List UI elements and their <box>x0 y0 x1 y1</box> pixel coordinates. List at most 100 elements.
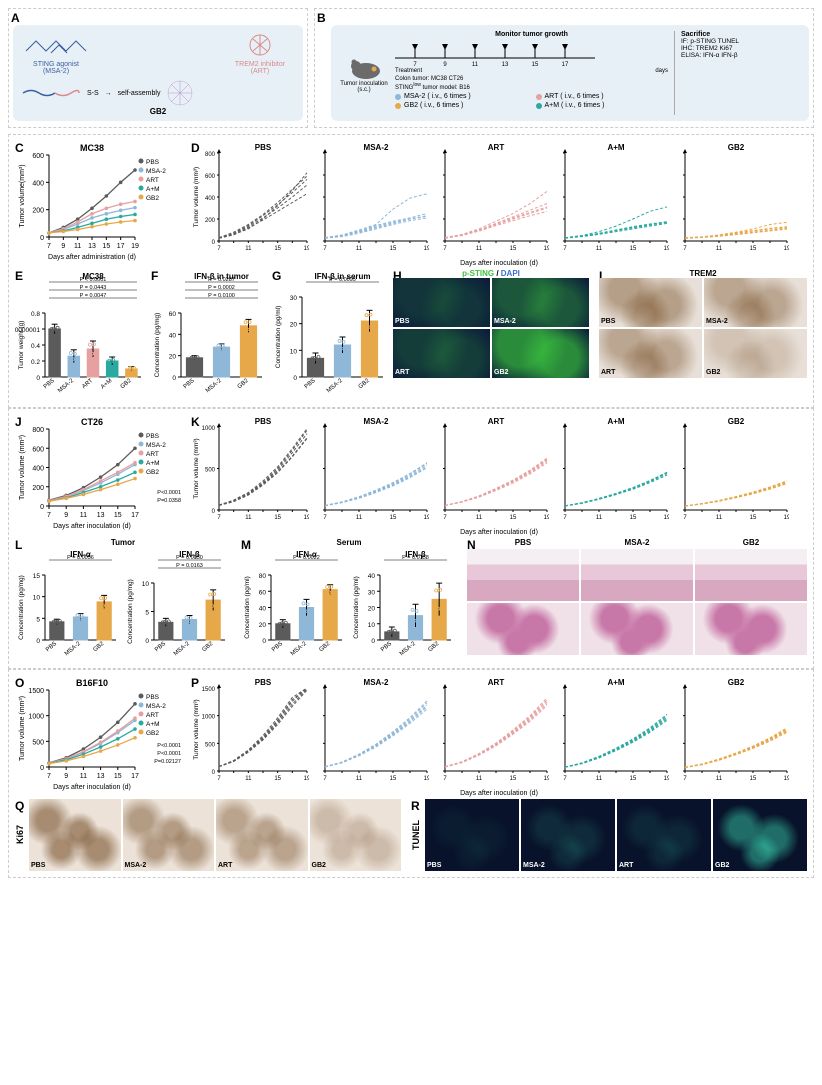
svg-text:0: 0 <box>262 638 266 645</box>
svg-text:7: 7 <box>563 515 567 521</box>
mc38-section: C MC380200400600791113151719Days after a… <box>8 134 814 408</box>
linker-icon <box>21 86 81 100</box>
svg-text:MSA-2: MSA-2 <box>364 143 389 152</box>
svg-text:A+M: A+M <box>607 417 624 426</box>
svg-text:15: 15 <box>750 776 757 782</box>
svg-text:10: 10 <box>33 595 41 602</box>
svg-text:19: 19 <box>304 776 309 782</box>
panel-f: F IFN-β in tumor0204060PBSMSA-2GB2Concen… <box>149 267 264 403</box>
panel-label-b: B <box>317 11 326 25</box>
svg-text:1000: 1000 <box>202 426 216 432</box>
svg-text:7: 7 <box>443 246 447 252</box>
svg-text:GB2: GB2 <box>427 641 441 654</box>
treatment-legend-item: ART ( i.v., 6 times ) <box>536 93 669 100</box>
panel-label-k: K <box>191 415 200 429</box>
svg-text:40: 40 <box>368 573 376 580</box>
svg-text:400: 400 <box>205 196 216 202</box>
svg-text:40: 40 <box>169 332 177 339</box>
panel-o: O B16F100500100015007911131517Days after… <box>13 674 183 795</box>
svg-text:0: 0 <box>40 765 44 772</box>
svg-text:15: 15 <box>532 62 539 66</box>
tunel-micrograph: ART <box>617 799 711 871</box>
svg-text:MSA-2: MSA-2 <box>64 641 82 658</box>
svg-text:0.2: 0.2 <box>31 359 40 366</box>
svg-text:800: 800 <box>32 427 44 434</box>
tunel-micrograph: PBS <box>425 799 519 871</box>
svg-text:19: 19 <box>664 246 669 252</box>
svg-text:CT26: CT26 <box>81 417 103 427</box>
svg-text:0: 0 <box>40 235 44 242</box>
svg-text:13: 13 <box>502 62 509 66</box>
panel-p: P PBS0500100015007111519Tumor volume (mm… <box>189 674 809 795</box>
panel-b: B Tumor inoculation (s.c.) Monitor tumor… <box>314 8 814 128</box>
svg-text:PBS: PBS <box>183 378 196 390</box>
svg-text:15: 15 <box>510 776 517 782</box>
svg-text:500: 500 <box>205 468 216 474</box>
svg-text:15: 15 <box>630 515 637 521</box>
svg-text:7: 7 <box>47 512 51 519</box>
svg-text:Concentration (pg/ml): Concentration (pg/ml) <box>353 576 360 639</box>
panel-n: N PBSMSA-2GB2 <box>465 536 809 664</box>
panel-label-c: C <box>15 141 24 155</box>
panel-q: Q Ki67 PBSMSA-2ARTGB2 <box>13 797 403 873</box>
svg-text:0: 0 <box>293 375 297 382</box>
svg-text:0: 0 <box>145 638 149 645</box>
svg-text:MSA-2: MSA-2 <box>205 378 223 395</box>
svg-text:A+M: A+M <box>607 678 624 687</box>
readout-item: IHC: TREM2 Ki67 <box>681 45 801 52</box>
svg-text:0: 0 <box>371 638 375 645</box>
svg-text:MSA-2: MSA-2 <box>146 703 166 710</box>
svg-text:20: 20 <box>368 606 376 613</box>
svg-text:0: 0 <box>40 504 44 511</box>
svg-text:MSA-2: MSA-2 <box>364 678 389 687</box>
panel-label-d: D <box>191 141 200 155</box>
svg-text:Concentration (pg/ml): Concentration (pg/ml) <box>275 306 282 369</box>
tunel-micrograph: GB2 <box>713 799 807 871</box>
svg-text:15: 15 <box>114 512 122 519</box>
he-micrograph <box>581 603 693 655</box>
ct26-section: J CT2602004006008007911131517Days after … <box>8 408 814 669</box>
svg-text:A+M: A+M <box>146 186 160 193</box>
svg-text:ART: ART <box>146 712 159 719</box>
svg-text:GB2: GB2 <box>201 641 215 654</box>
svg-text:A+M: A+M <box>607 143 624 152</box>
psting-micrograph: MSA-2 <box>492 278 589 327</box>
treatment-legend: MSA-2 ( i.v., 6 times )ART ( i.v., 6 tim… <box>395 93 668 110</box>
readout-item: IF: p-STING TUNEL <box>681 38 801 45</box>
ki67-title: Ki67 <box>15 825 25 844</box>
svg-text:200: 200 <box>32 208 44 215</box>
svg-text:15: 15 <box>114 773 122 780</box>
readout-list: Sacrifice IF: p-STING TUNELIHC: TREM2 Ki… <box>674 31 801 115</box>
svg-text:7: 7 <box>683 515 687 521</box>
svg-text:17: 17 <box>131 512 139 519</box>
svg-text:11: 11 <box>356 776 363 782</box>
msa2-structure-icon <box>21 31 91 59</box>
svg-text:1500: 1500 <box>202 687 216 693</box>
svg-text:10: 10 <box>142 581 150 588</box>
trem2-micrograph: GB2 <box>704 329 807 378</box>
svg-text:Days after inoculation (d): Days after inoculation (d) <box>53 784 131 791</box>
svg-text:GB2: GB2 <box>146 469 159 476</box>
svg-text:200: 200 <box>32 485 44 492</box>
protocol-box: Tumor inoculation (s.c.) Monitor tumor g… <box>331 25 809 121</box>
svg-text:11: 11 <box>245 776 252 782</box>
he-micrograph <box>467 603 579 655</box>
psting-micrograph: PBS <box>393 278 490 327</box>
svg-text:60: 60 <box>259 589 267 596</box>
sting-agonist-label: STING agonist <box>21 61 91 68</box>
svg-text:GB2: GB2 <box>358 378 372 391</box>
svg-text:19: 19 <box>424 776 429 782</box>
svg-text:40: 40 <box>259 606 267 613</box>
svg-text:600: 600 <box>32 153 44 160</box>
histo-header: PBS <box>467 538 579 547</box>
svg-text:15: 15 <box>510 515 517 521</box>
trem2-micrograph: PBS <box>599 278 702 327</box>
svg-text:30: 30 <box>368 589 376 596</box>
svg-text:15: 15 <box>33 573 41 580</box>
svg-text:MC38: MC38 <box>80 143 104 153</box>
svg-text:PBS: PBS <box>146 433 160 440</box>
svg-text:600: 600 <box>32 446 44 453</box>
svg-text:7: 7 <box>217 776 221 782</box>
treatment-legend-item: GB2 ( i.v., 6 times ) <box>395 102 528 109</box>
svg-text:400: 400 <box>32 180 44 187</box>
